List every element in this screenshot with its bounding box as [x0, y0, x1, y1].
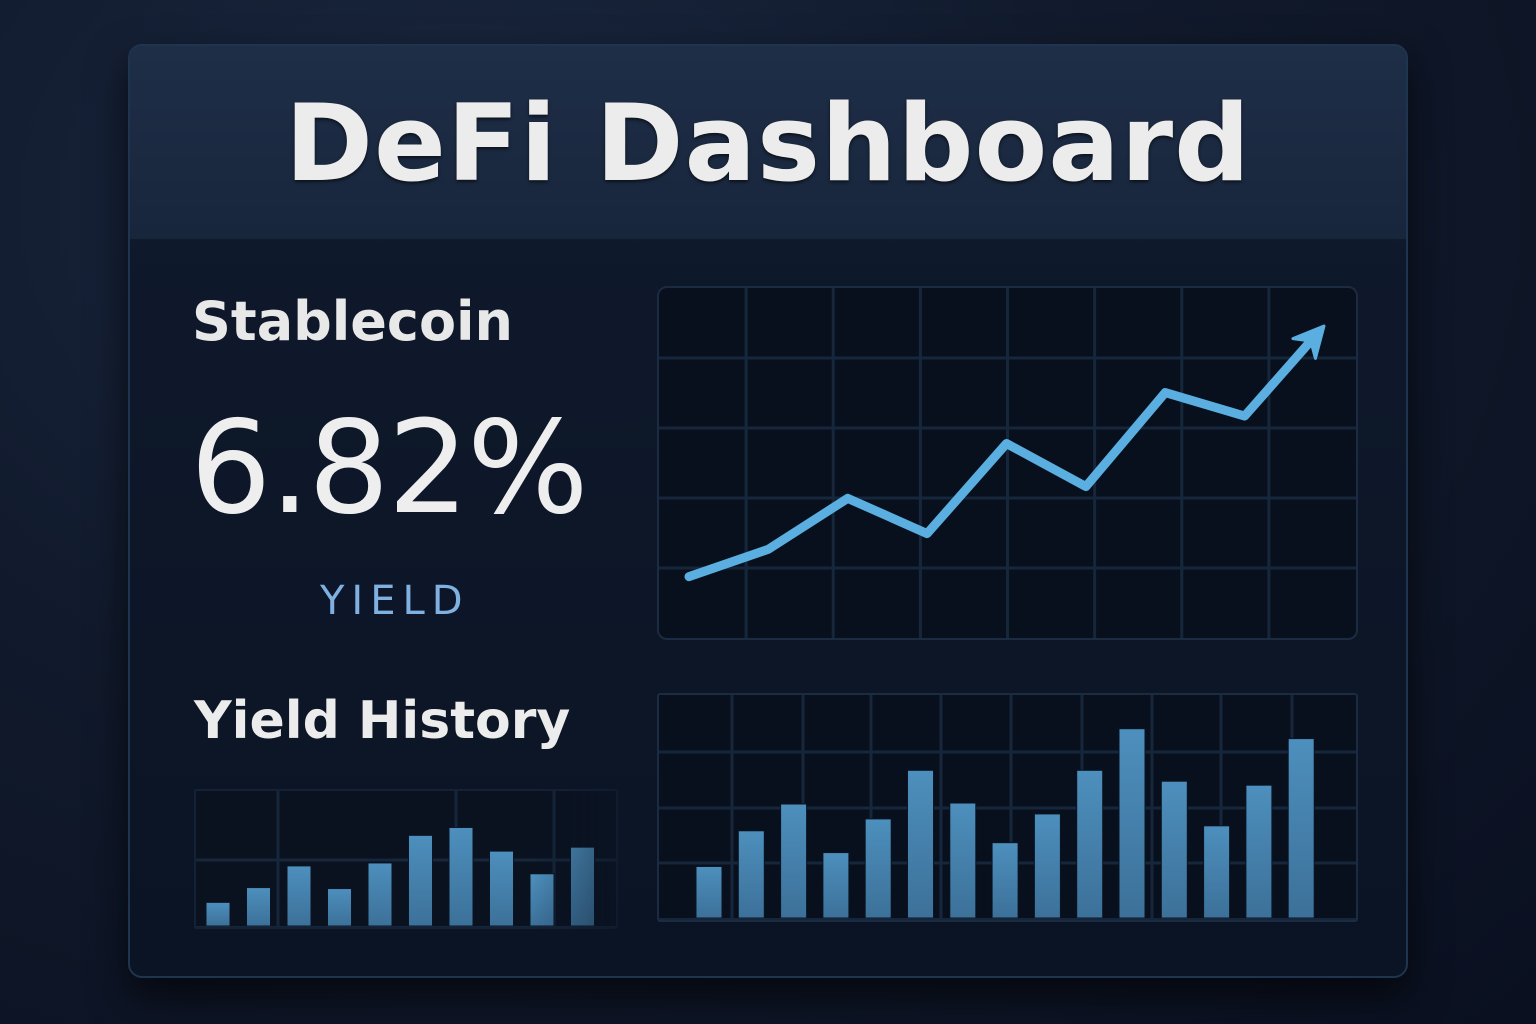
bar — [822, 852, 850, 919]
bar — [991, 842, 1019, 919]
bar-plot — [659, 695, 1356, 920]
bar — [570, 846, 595, 927]
bar — [1160, 780, 1188, 919]
page-title: DeFi Dashboard — [285, 82, 1251, 205]
bar — [286, 865, 312, 927]
bar — [949, 802, 977, 919]
arrow-up-icon — [1291, 324, 1326, 360]
bar — [780, 803, 808, 919]
bar — [1287, 738, 1315, 919]
bar — [907, 769, 934, 919]
trend-line-plot — [659, 288, 1356, 638]
bar — [205, 901, 231, 927]
bar — [489, 850, 514, 927]
yield-trend-chart — [657, 286, 1358, 640]
yield-history-mini-chart — [194, 789, 618, 929]
bar — [1118, 728, 1146, 919]
yield-history-label: Yield History — [194, 691, 571, 751]
bar — [1203, 825, 1231, 919]
bar — [695, 865, 723, 919]
mini-bar-plot — [196, 791, 616, 927]
dashboard-card: DeFi Dashboard Stablecoin 6.82% YIELD Yi… — [128, 44, 1408, 978]
yield-caption: YIELD — [320, 578, 470, 624]
yield-history-bar-chart — [657, 693, 1358, 922]
yield-value: 6.82% — [190, 394, 589, 543]
bar — [448, 826, 474, 927]
bar — [327, 888, 352, 927]
asset-label: Stablecoin — [192, 290, 513, 353]
bar — [1033, 813, 1061, 919]
bar — [1076, 769, 1104, 919]
trend-line — [684, 335, 1317, 582]
bar — [246, 887, 271, 927]
grid-lines — [659, 288, 1356, 638]
bar — [529, 873, 555, 927]
bar — [408, 834, 433, 927]
bar — [367, 862, 393, 927]
bar — [864, 818, 892, 919]
bar — [1245, 784, 1273, 919]
bar — [737, 830, 765, 919]
dashboard-header: DeFi Dashboard — [130, 46, 1406, 241]
